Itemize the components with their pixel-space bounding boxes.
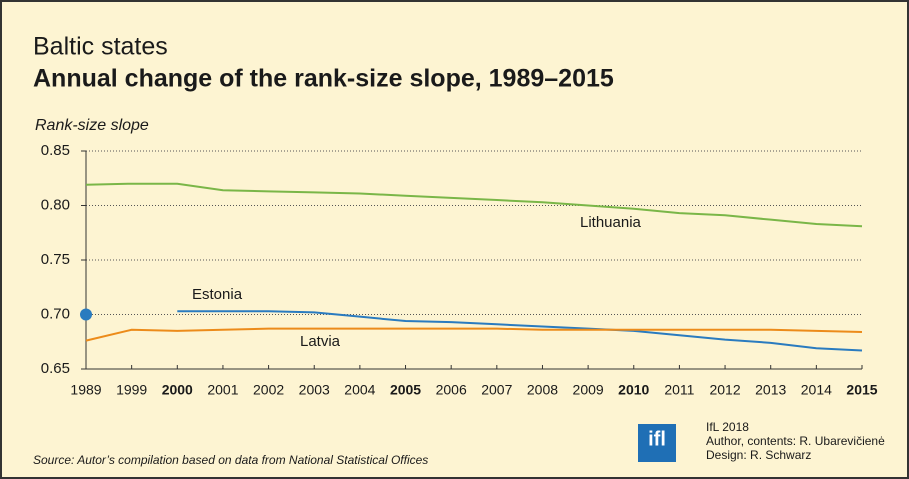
x-tick-label: 2011 [664, 382, 694, 398]
x-tick-label: 2000 [162, 382, 193, 398]
y-tick-label: 0.70 [41, 305, 70, 322]
line [177, 310, 863, 352]
line [85, 327, 863, 342]
x-tick-label: 2002 [253, 382, 284, 398]
x-tick-label: 2010 [618, 382, 649, 398]
x-tick-label: 2008 [527, 382, 558, 398]
x-tick-label: 2001 [207, 382, 238, 398]
credit: Author, contents: R. Ubarevičienė [706, 434, 885, 448]
y-tick-label: 0.65 [41, 360, 70, 377]
y-tick-label: 0.80 [41, 196, 70, 213]
x-tick-label: 1999 [116, 382, 147, 398]
x-tick-label: 2006 [436, 382, 467, 398]
x-tick-label: 2009 [573, 382, 604, 398]
line [85, 182, 863, 228]
y-tick-label: 0.85 [41, 142, 70, 159]
x-tick-label: 2014 [801, 382, 832, 398]
point [80, 308, 92, 321]
x-tick-label: 2013 [755, 382, 786, 398]
y-axis-label: Rank-size slope [35, 117, 149, 134]
x-tick-label: 2012 [709, 382, 740, 398]
chart-supertitle: Baltic states [33, 33, 168, 61]
series-label: Estonia [192, 286, 243, 303]
logo: ifl [648, 428, 666, 450]
credit: IfL 2018 [706, 420, 749, 434]
series-label: Lithuania [580, 214, 642, 231]
y-tick-label: 0.75 [41, 251, 70, 268]
credit: Design: R. Schwarz [706, 448, 811, 462]
series-label: Latvia [300, 333, 341, 350]
x-tick-label: 1989 [70, 382, 101, 398]
x-tick-label: 2003 [299, 382, 330, 398]
x-tick-label: 2005 [390, 382, 421, 398]
x-tick-label: 2015 [846, 382, 877, 398]
chart-title: Annual change of the rank-size slope, 19… [33, 65, 614, 93]
logo-box [638, 424, 676, 462]
source: Source: Autor’s compilation based on dat… [33, 453, 428, 467]
x-tick-label: 2004 [344, 382, 375, 398]
x-tick-label: 2007 [481, 382, 512, 398]
